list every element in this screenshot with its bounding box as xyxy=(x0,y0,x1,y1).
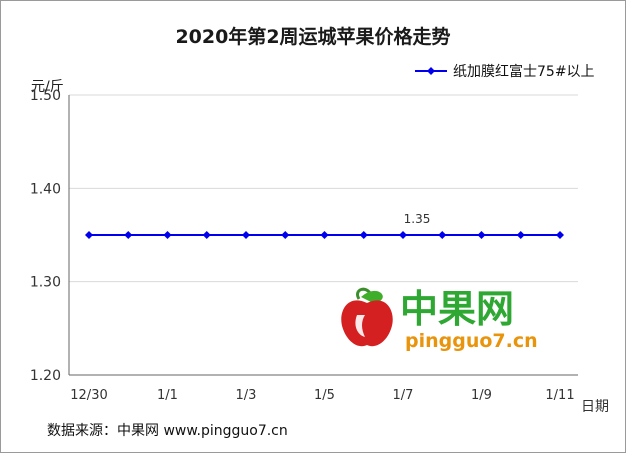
data-point xyxy=(281,231,290,239)
watermark-brand: 中果网 xyxy=(400,287,514,331)
x-tick-label: 1/1 xyxy=(157,388,178,403)
chart-title: 2020年第2周运城苹果价格走势 xyxy=(175,25,450,48)
data-point xyxy=(399,231,407,239)
y-tick-label: 1.30 xyxy=(30,275,61,291)
data-point xyxy=(202,231,211,239)
watermark: 中果网 pingguo7.cn xyxy=(341,287,538,352)
data-point xyxy=(163,231,172,239)
data-point xyxy=(438,231,447,239)
data-labels: 1.35 xyxy=(404,212,431,226)
x-tick-label: 1/11 xyxy=(545,388,574,403)
y-axis-unit: 元/斤 xyxy=(31,79,64,95)
x-tick-label: 1/7 xyxy=(393,388,414,403)
watermark-site: pingguo7.cn xyxy=(405,330,538,352)
x-tick-label: 1/3 xyxy=(236,388,257,403)
legend-marker xyxy=(427,67,435,75)
x-axis-title: 日期 xyxy=(581,399,609,415)
series-group xyxy=(85,231,564,239)
y-tick-label: 1.50 xyxy=(30,88,61,104)
data-point xyxy=(124,231,133,239)
x-tick-labels: 12/30 1/1 1/3 1/5 1/7 1/9 1/11 xyxy=(70,388,574,403)
legend-label: 纸加膜红富士75#以上 xyxy=(453,63,595,80)
data-point xyxy=(477,231,486,239)
y-tick-label: 1.40 xyxy=(30,181,61,197)
data-point xyxy=(516,231,525,239)
gridlines xyxy=(68,94,578,376)
y-tick-labels: 1.50 1.40 1.30 1.20 xyxy=(30,88,61,384)
data-point xyxy=(85,231,93,239)
data-point xyxy=(320,231,329,239)
apple-logo-icon xyxy=(341,287,393,347)
x-tick-label: 1/5 xyxy=(314,388,335,403)
data-point xyxy=(242,231,250,239)
data-label: 1.35 xyxy=(404,212,431,226)
x-tick-label: 12/30 xyxy=(70,388,107,403)
data-source-footer: 数据来源：中果网 www.pingguo7.cn xyxy=(47,423,288,439)
x-tick-label: 1/9 xyxy=(471,388,492,403)
data-point xyxy=(556,231,564,239)
data-point xyxy=(359,231,368,239)
y-tick-label: 1.20 xyxy=(30,368,61,384)
legend: 纸加膜红富士75#以上 xyxy=(415,63,595,80)
